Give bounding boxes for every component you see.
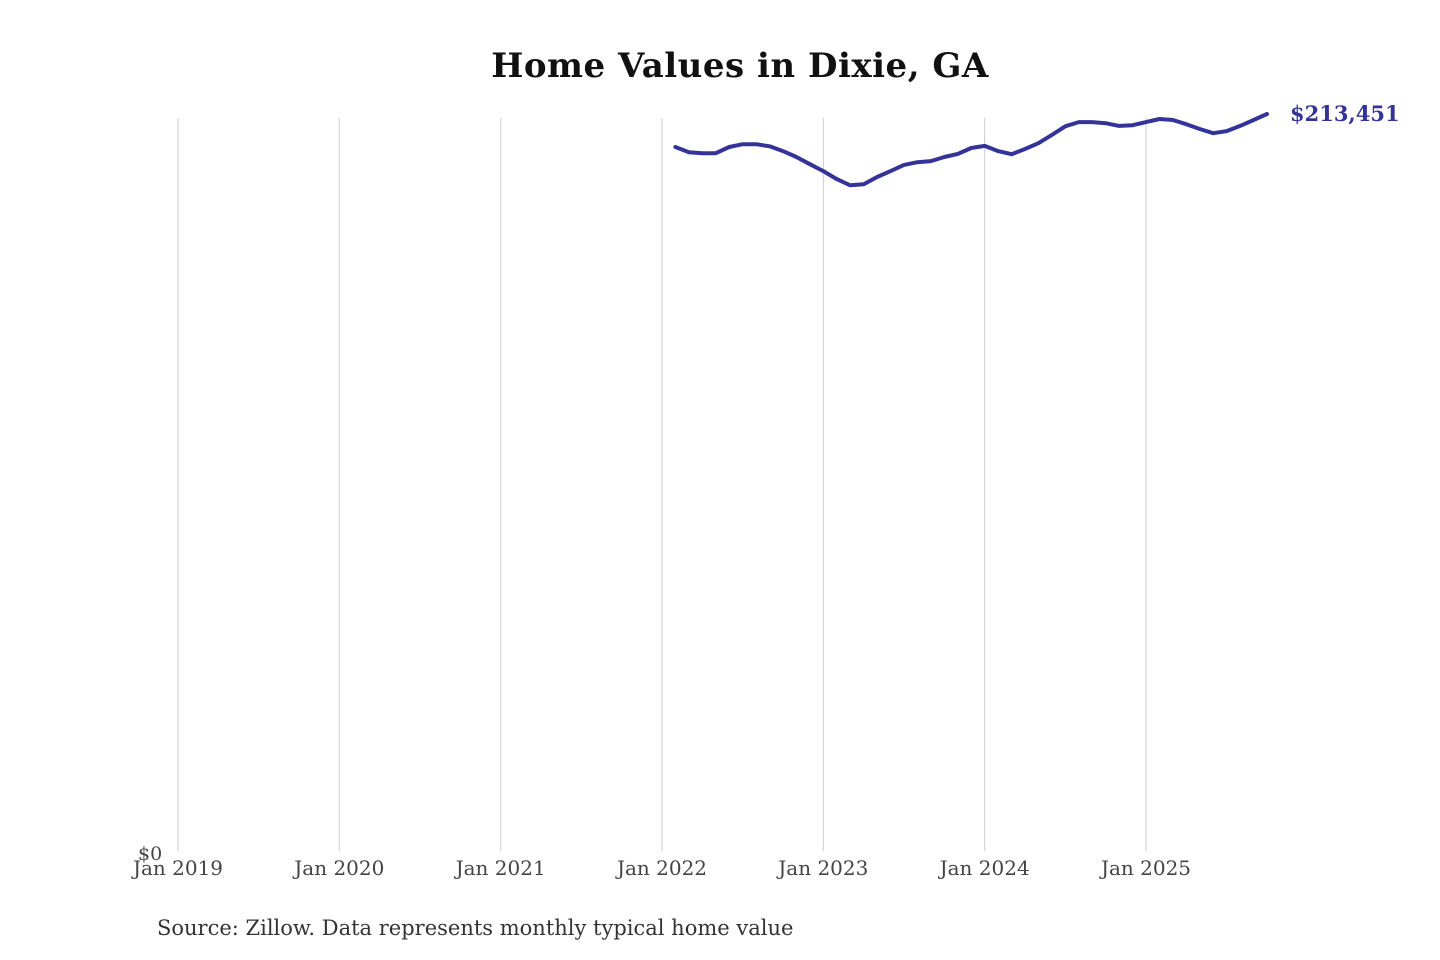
source-note: Source: Zillow. Data represents monthly … — [157, 916, 794, 940]
x-axis-tick-label: Jan 2023 — [778, 856, 869, 880]
latest-value-annotation: $213,451 — [1289, 101, 1400, 126]
x-axis-tick-label: Jan 2024 — [939, 856, 1030, 880]
x-axis-tick-label: Jan 2019 — [132, 856, 224, 880]
x-axis-tick-label: Jan 2020 — [294, 856, 385, 880]
y-axis-tick-zero: $0 — [138, 843, 163, 865]
home-value-line — [673, 112, 1269, 188]
x-axis-tick-label: Jan 2025 — [1100, 856, 1192, 880]
chart-title: Home Values in Dixie, GA — [491, 46, 989, 86]
x-axis-tick-label: Jan 2022 — [616, 856, 708, 880]
x-axis-tick-label: Jan 2021 — [455, 856, 546, 880]
